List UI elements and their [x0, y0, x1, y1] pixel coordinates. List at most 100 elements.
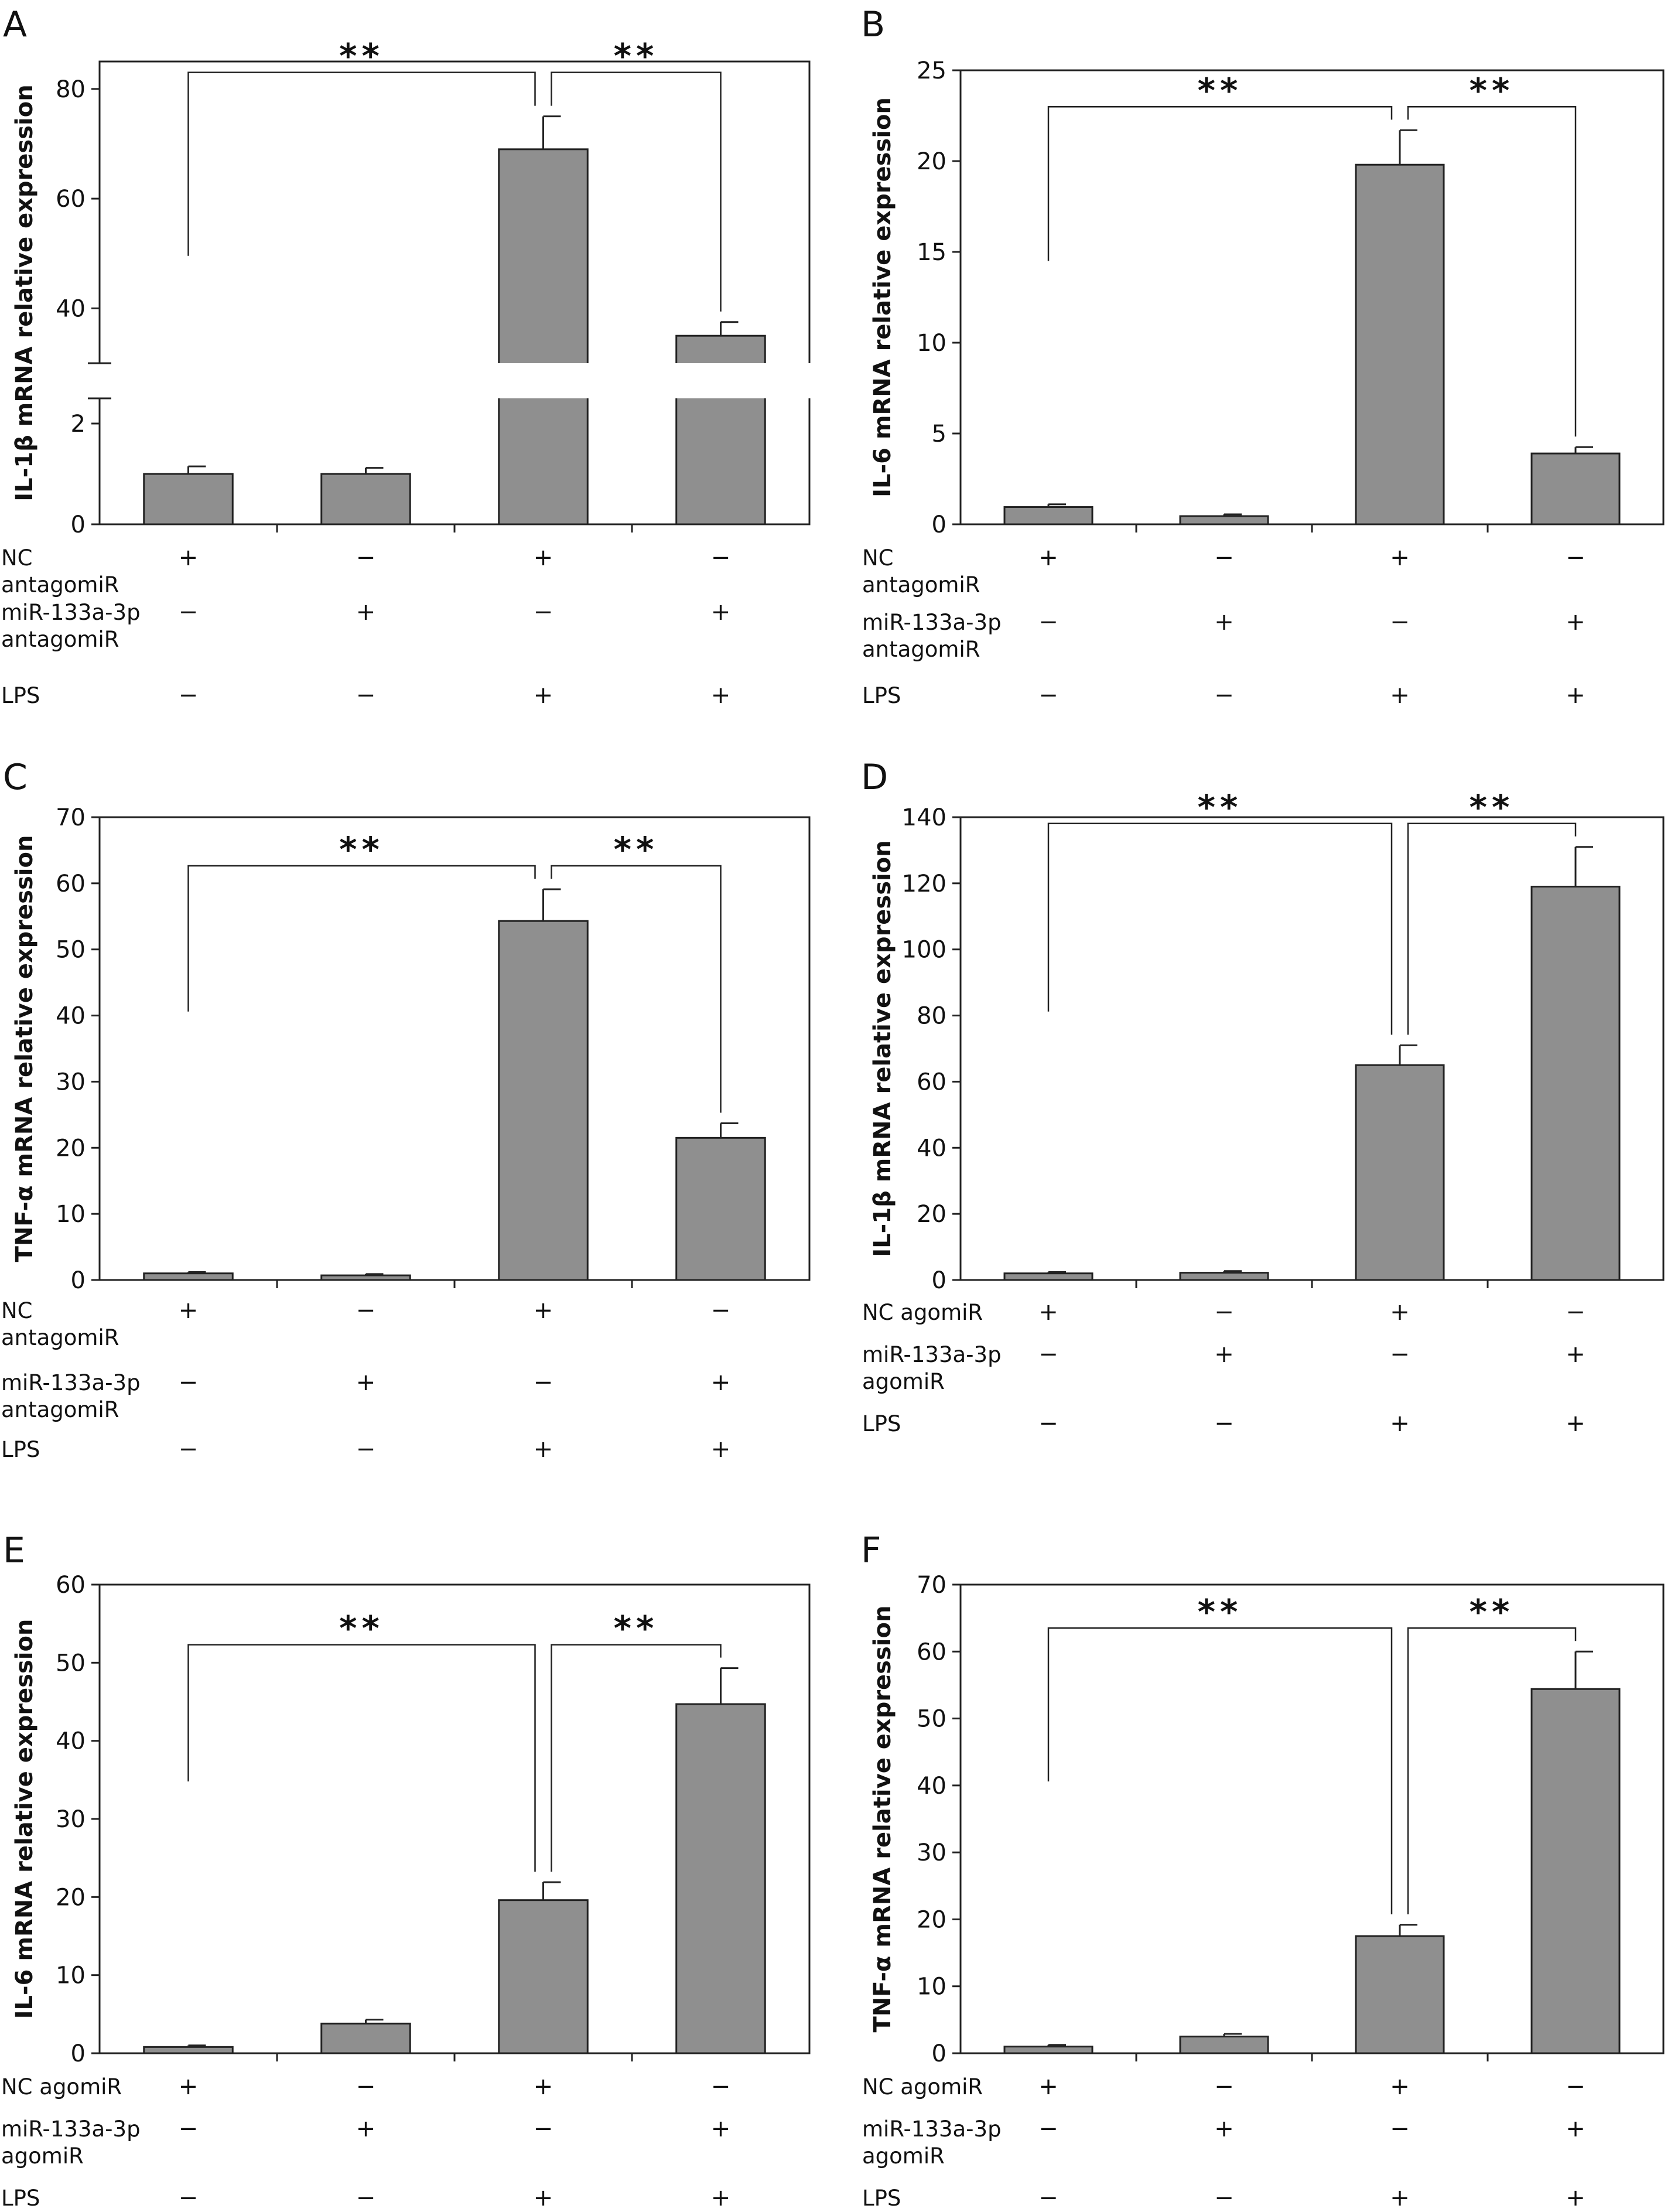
condition-sign: + — [711, 1369, 731, 1396]
panel-label: E — [3, 1530, 25, 1571]
significance-stars: ** — [1470, 787, 1515, 827]
condition-sign: − — [1038, 609, 1058, 636]
bar — [1355, 1064, 1445, 1281]
condition-sign: + — [1390, 544, 1410, 571]
bar — [1530, 1688, 1621, 2054]
condition-sign: − — [534, 2115, 553, 2142]
significance-bracket — [1047, 106, 1393, 261]
y-tick-label: 60 — [917, 1638, 946, 1665]
condition-sign: + — [1566, 682, 1585, 709]
bar — [1530, 886, 1621, 1281]
condition-sign: + — [1214, 1341, 1234, 1368]
significance-stars: ** — [1198, 787, 1243, 827]
y-tick-label: 100 — [902, 937, 946, 964]
condition-label: miR-133a-3p — [1, 600, 141, 625]
bar — [143, 473, 234, 525]
condition-sign: + — [534, 1297, 553, 1324]
bar — [320, 1274, 411, 1281]
condition-label: miR-133a-3p — [1, 2117, 141, 2142]
bar — [143, 2046, 234, 2054]
condition-sign: + — [1038, 1299, 1058, 1326]
y-tick-label: 40 — [56, 1003, 86, 1030]
condition-sign: + — [534, 544, 553, 571]
significance-bracket — [551, 71, 722, 312]
condition-label: antagomiR — [862, 572, 980, 598]
panel-label: A — [3, 4, 27, 45]
y-tick-label: 0 — [932, 1267, 946, 1294]
condition-sign: + — [179, 544, 199, 571]
y-tick-label: 5 — [932, 421, 946, 448]
condition-label: LPS — [1, 1437, 40, 1462]
y-tick-label: 0 — [932, 511, 946, 538]
condition-sign: − — [1390, 609, 1410, 636]
bar — [675, 1703, 766, 2054]
significance-bracket — [1407, 1627, 1577, 1914]
condition-sign: + — [1214, 2115, 1234, 2142]
condition-sign: − — [1566, 544, 1585, 571]
y-tick-label: 50 — [56, 937, 86, 964]
panel-label: D — [861, 757, 888, 798]
y-tick-label: 60 — [56, 186, 86, 213]
y-tick-label: 20 — [917, 148, 946, 175]
condition-sign: − — [1214, 544, 1234, 571]
condition-sign: − — [534, 1369, 553, 1396]
condition-label: NC — [1, 1298, 33, 1323]
condition-sign: − — [1566, 1299, 1585, 1326]
condition-label: NC — [1, 545, 33, 571]
y-tick-label: 80 — [917, 1003, 946, 1030]
bar — [1530, 452, 1621, 525]
y-tick-label: 30 — [56, 1806, 86, 1833]
condition-label: NC agomiR — [862, 2074, 983, 2100]
axis-break-band — [88, 363, 821, 398]
condition-sign: + — [711, 1436, 731, 1463]
condition-sign: + — [534, 1436, 553, 1463]
condition-sign: + — [1390, 1410, 1410, 1437]
condition-sign: − — [711, 544, 731, 571]
y-tick-label: 10 — [56, 1201, 86, 1228]
y-tick-label: 60 — [56, 871, 86, 897]
condition-sign: + — [534, 2073, 553, 2100]
condition-sign: + — [711, 599, 731, 626]
condition-sign: + — [356, 599, 376, 626]
bar — [1179, 515, 1269, 525]
y-tick-label: 10 — [917, 330, 946, 357]
y-axis-label: IL-1β mRNA relative expression — [869, 840, 896, 1257]
significance-bracket — [187, 71, 536, 256]
condition-sign: + — [1566, 1410, 1585, 1437]
condition-sign: − — [1038, 2184, 1058, 2211]
condition-sign: − — [1038, 1410, 1058, 1437]
condition-sign: + — [711, 682, 731, 709]
condition-sign: − — [1214, 1410, 1234, 1437]
condition-label: LPS — [862, 1411, 901, 1436]
condition-sign: − — [179, 682, 199, 709]
y-tick-label: 50 — [56, 1650, 86, 1677]
condition-sign: − — [356, 682, 376, 709]
condition-sign: − — [179, 1436, 199, 1463]
condition-label: miR-133a-3p — [1, 1370, 141, 1395]
y-tick-label: 40 — [56, 295, 86, 322]
significance-bracket — [551, 1644, 722, 1872]
panel-label: C — [3, 757, 28, 798]
panel-e: E 0 10 20 30 40 50 60 IL-6 mRNA relative express… — [1, 1530, 811, 2211]
y-axis-label: IL-1β mRNA relative expression — [11, 84, 38, 501]
y-tick-label: 40 — [917, 1773, 946, 1800]
condition-sign: + — [1038, 2073, 1058, 2100]
y-tick-label: 20 — [56, 1135, 86, 1162]
condition-label: miR-133a-3p — [862, 2117, 1002, 2142]
condition-sign: + — [356, 2115, 376, 2142]
y-tick-label: 15 — [917, 239, 946, 266]
significance-bracket — [1407, 106, 1577, 437]
y-tick-label: 50 — [917, 1706, 946, 1733]
condition-sign: + — [534, 2184, 553, 2211]
condition-sign: − — [1214, 682, 1234, 709]
condition-sign: − — [356, 2184, 376, 2211]
bar — [498, 148, 589, 525]
panel-a: A 0 2 40 60 80 IL-1β mRNA relative expression *… — [1, 4, 821, 709]
condition-label: NC agomiR — [862, 1300, 983, 1325]
significance-bracket — [1047, 822, 1393, 1035]
panel-label: B — [861, 4, 885, 45]
condition-label: antagomiR — [1, 627, 119, 652]
y-axis-label: IL-6 mRNA relative expression — [869, 97, 896, 497]
condition-label: antagomiR — [862, 637, 980, 662]
